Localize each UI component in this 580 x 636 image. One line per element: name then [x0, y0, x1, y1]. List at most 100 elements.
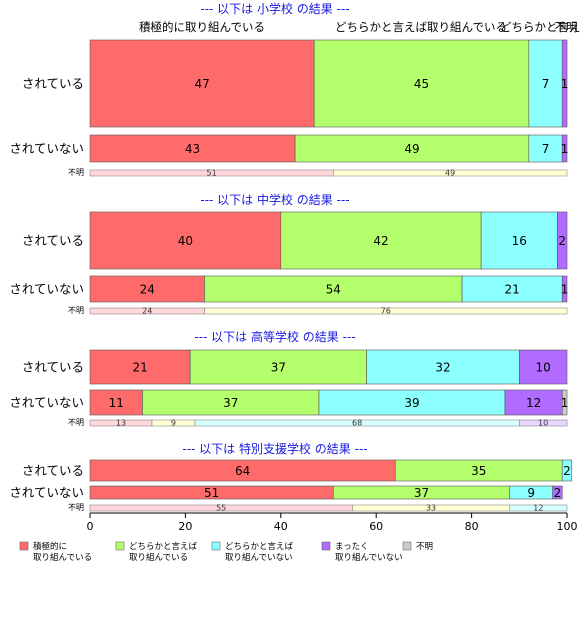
- data-label: 21: [505, 283, 520, 297]
- data-label: 37: [271, 361, 286, 375]
- data-label: 40: [178, 234, 193, 248]
- bar-segment: [561, 134, 568, 163]
- legend-swatch: [402, 541, 412, 551]
- panel-title: --- 以下は 特別支援学校 の結果 ---: [182, 441, 367, 456]
- column-header: 積極的に取り組んでいる: [139, 20, 265, 34]
- bar-segment: [561, 275, 568, 303]
- data-label: 47: [194, 77, 209, 91]
- data-label: 37: [414, 486, 429, 500]
- legend-label-line: 不明: [416, 542, 433, 552]
- data-label: 1: [561, 77, 569, 91]
- data-label: 13: [116, 419, 126, 428]
- bar-segment: [142, 389, 320, 416]
- bar-segment: [561, 389, 568, 416]
- bar-segment: [518, 349, 568, 385]
- data-label: 10: [538, 419, 548, 428]
- column-header: どちらかと言えば取り組んでいる: [335, 20, 507, 34]
- legend-label-line: 取り組んでいる: [33, 552, 92, 563]
- row-label: されている: [22, 360, 84, 375]
- data-label: 43: [185, 142, 200, 156]
- data-label: 2: [558, 234, 566, 248]
- row-label: されていない: [9, 141, 84, 156]
- legend-label-line: まったく: [335, 542, 369, 552]
- x-tick-label: 60: [369, 520, 383, 533]
- data-label: 32: [435, 361, 450, 375]
- data-label: 2: [554, 486, 562, 500]
- data-label: 21: [132, 361, 147, 375]
- data-label: 39: [404, 396, 419, 410]
- data-label: 9: [527, 486, 535, 500]
- bar-segment: [509, 504, 568, 512]
- row-label: されていない: [9, 485, 84, 500]
- row-label: されている: [22, 76, 84, 91]
- data-label: 24: [142, 307, 152, 316]
- data-label: 10: [536, 361, 551, 375]
- data-label: 51: [207, 169, 217, 178]
- data-label: 11: [109, 396, 124, 410]
- bar-segment: [519, 419, 568, 427]
- data-label: 1: [561, 283, 569, 297]
- row-label: されている: [22, 463, 84, 478]
- legend-swatch: [19, 541, 29, 551]
- legend-label-line: 取り組んでいない: [335, 552, 403, 563]
- row-label: 不明: [68, 418, 84, 427]
- bar-segment: [89, 349, 191, 385]
- legend-swatch: [115, 541, 125, 551]
- bar-segment: [204, 307, 568, 315]
- panel-title: --- 以下は 高等学校 の結果 ---: [194, 329, 355, 344]
- row-label: 不明: [68, 168, 84, 177]
- x-tick-label: 100: [557, 520, 578, 533]
- x-tick-label: 40: [274, 520, 288, 533]
- legend-label-line: 取り組んでいない: [225, 552, 293, 563]
- legend-label: どちらかと言えば取り組んでいない: [225, 541, 294, 563]
- row-label: されている: [22, 233, 84, 248]
- data-label: 7: [542, 77, 550, 91]
- row-label: 不明: [68, 306, 84, 315]
- x-tick-label: 20: [178, 520, 192, 533]
- bar-segment: [313, 39, 530, 128]
- legend-label-line: どちらかと言えば: [225, 541, 294, 552]
- bar-segment: [294, 134, 530, 163]
- bar-segment: [561, 39, 568, 128]
- bar-segment: [461, 275, 563, 303]
- panel-title: --- 以下は 小学校 の結果 ---: [200, 1, 349, 16]
- data-label: 1: [561, 396, 569, 410]
- data-label: 35: [471, 464, 486, 478]
- row-label: 不明: [68, 503, 84, 512]
- legend-label: どちらかと言えば取り組んでいる: [129, 541, 198, 563]
- x-tick-label: 0: [87, 520, 94, 533]
- data-label: 68: [352, 419, 362, 428]
- data-label: 55: [216, 504, 226, 513]
- legend-label: 不明: [416, 542, 433, 552]
- data-label: 24: [140, 283, 155, 297]
- data-label: 45: [414, 77, 429, 91]
- data-label: 7: [542, 142, 550, 156]
- legend-label: まったく取り組んでいない: [335, 542, 403, 563]
- legend-label: 積極的に取り組んでいる: [33, 541, 92, 563]
- legend-swatch: [211, 541, 221, 551]
- legend-label-line: 取り組んでいる: [129, 552, 188, 563]
- bar-segment: [189, 349, 367, 385]
- bar-segment: [366, 349, 520, 385]
- data-label: 76: [381, 307, 391, 316]
- bar-segment: [89, 134, 296, 163]
- data-label: 2: [563, 464, 571, 478]
- legend-swatch: [321, 541, 331, 551]
- data-label: 12: [526, 396, 541, 410]
- legend-label-line: どちらかと言えば: [129, 541, 198, 552]
- data-label: 1: [561, 142, 569, 156]
- data-label: 33: [426, 504, 436, 513]
- bar-segment: [552, 485, 563, 500]
- data-label: 42: [373, 234, 388, 248]
- bar-segment: [280, 211, 482, 270]
- column-header: 不明: [555, 20, 578, 34]
- bar-segment: [204, 275, 463, 303]
- data-label: 64: [235, 464, 250, 478]
- bar-segment: [504, 389, 563, 416]
- data-label: 12: [533, 504, 543, 513]
- row-label: されていない: [9, 282, 84, 297]
- data-label: 54: [326, 283, 341, 297]
- data-label: 49: [445, 169, 455, 178]
- bar-segment: [89, 389, 143, 416]
